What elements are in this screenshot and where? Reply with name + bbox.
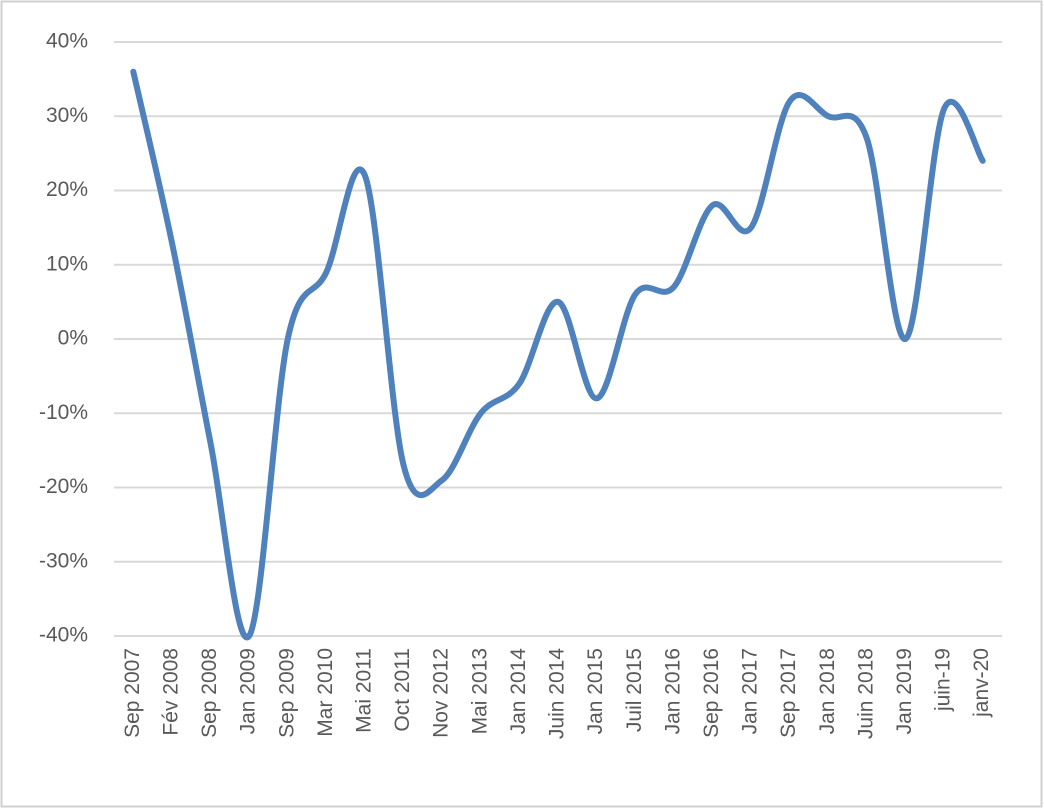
x-tick-label: Juil 2015	[623, 648, 646, 732]
x-tick-label: Jan 2009	[237, 648, 260, 734]
y-tick-label: 30%	[46, 104, 88, 127]
x-tick-label: Juin 2018	[854, 648, 877, 739]
x-tick-label: Sep 2016	[700, 648, 723, 738]
x-tick-label: Sep 2008	[198, 648, 221, 738]
x-tick-label: Nov 2012	[430, 648, 453, 738]
y-tick-label: 10%	[46, 252, 88, 275]
x-tick-label: Jan 2015	[584, 648, 607, 734]
x-tick-label: Mai 2011	[353, 648, 376, 733]
x-tick-label: Mai 2013	[468, 648, 491, 734]
x-tick-label: Jan 2014	[507, 648, 530, 735]
y-tick-label: -40%	[39, 624, 88, 647]
x-tick-label: Jan 2016	[661, 648, 684, 734]
y-tick-label: -30%	[39, 549, 88, 572]
x-tick-label: Jan 2019	[893, 648, 916, 734]
x-tick-label: Sep 2009	[275, 648, 298, 738]
x-tick-label: juin-19	[932, 648, 955, 712]
y-tick-label: 20%	[46, 178, 88, 201]
y-tick-label: 0%	[58, 327, 88, 350]
x-tick-label: Juin 2014	[546, 648, 569, 739]
x-tick-label: Jan 2018	[816, 648, 839, 734]
x-tick-label: Oct 2011	[391, 648, 414, 732]
x-tick-label: Fév 2008	[159, 648, 182, 736]
x-tick-label: Jan 2017	[739, 648, 762, 734]
x-tick-label: Sep 2007	[121, 648, 144, 738]
y-tick-label: 40%	[46, 30, 88, 53]
line-series	[130, 68, 986, 641]
x-tick-label: Mar 2010	[314, 648, 337, 737]
x-tick-label: janv-20	[970, 648, 993, 718]
y-tick-label: -20%	[39, 475, 88, 498]
y-tick-label: -10%	[39, 401, 88, 424]
x-tick-label: Sep 2017	[777, 648, 800, 738]
